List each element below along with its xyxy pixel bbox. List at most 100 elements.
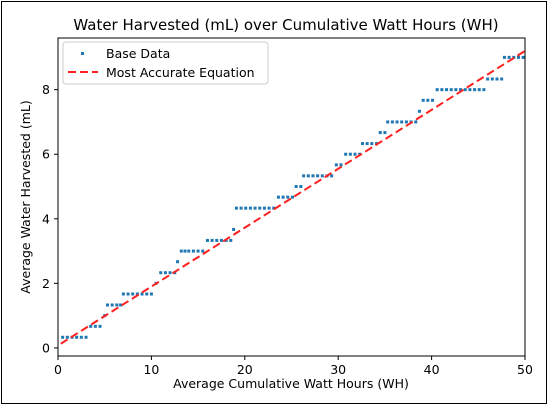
data-point-61 xyxy=(330,174,334,178)
data-point-16 xyxy=(131,292,135,296)
data-point-69 xyxy=(365,142,369,146)
data-point-14 xyxy=(121,292,125,296)
data-point-82 xyxy=(421,98,425,102)
data-point-18 xyxy=(140,292,144,296)
data-point-91 xyxy=(463,88,467,92)
data-point-76 xyxy=(395,120,399,124)
data-point-54 xyxy=(299,185,303,189)
data-point-7 xyxy=(93,324,97,328)
data-point-92 xyxy=(468,88,472,92)
data-point-88 xyxy=(449,88,453,92)
y-tick-label-4: 4 xyxy=(42,211,50,226)
data-point-36 xyxy=(219,238,223,242)
y-tick-label-0: 0 xyxy=(42,340,50,355)
data-point-87 xyxy=(445,88,449,92)
data-point-65 xyxy=(348,152,352,156)
data-point-68 xyxy=(360,142,364,146)
data-point-42 xyxy=(244,206,248,210)
x-tick-label-50: 50 xyxy=(517,362,533,377)
data-point-53 xyxy=(294,185,298,189)
data-point-83 xyxy=(426,98,430,102)
data-point-93 xyxy=(473,88,477,92)
data-point-3 xyxy=(75,335,79,339)
axes-frame xyxy=(57,37,526,357)
x-ticks: 0 10 20 30 40 50 xyxy=(54,356,533,377)
data-point-39 xyxy=(232,227,236,231)
data-point-74 xyxy=(386,120,390,124)
data-point-52 xyxy=(290,195,294,199)
data-point-81 xyxy=(417,109,421,113)
data-point-89 xyxy=(454,88,458,92)
data-point-97 xyxy=(490,77,494,81)
data-point-45 xyxy=(258,206,262,210)
data-point-27 xyxy=(179,249,183,253)
equation-line xyxy=(60,50,526,345)
data-point-51 xyxy=(286,195,290,199)
data-point-80 xyxy=(414,120,418,124)
x-tick-label-30: 30 xyxy=(330,362,346,377)
legend-marker-base-data xyxy=(81,52,84,55)
y-tick-label-8: 8 xyxy=(42,82,50,97)
data-point-31 xyxy=(196,249,200,253)
data-point-66 xyxy=(353,152,357,156)
data-point-59 xyxy=(320,174,324,178)
data-point-23 xyxy=(163,271,167,275)
data-point-26 xyxy=(176,260,180,264)
data-point-29 xyxy=(187,249,191,253)
legend-box xyxy=(62,41,269,85)
data-point-43 xyxy=(248,206,252,210)
data-point-58 xyxy=(316,174,320,178)
data-point-50 xyxy=(281,195,285,199)
data-point-4 xyxy=(79,335,83,339)
data-point-72 xyxy=(378,131,382,135)
data-point-62 xyxy=(334,163,338,167)
data-point-84 xyxy=(431,98,435,102)
data-point-96 xyxy=(486,77,490,81)
data-point-49 xyxy=(276,195,280,199)
data-point-0 xyxy=(61,335,65,339)
plot-area xyxy=(60,50,526,345)
data-point-103 xyxy=(516,55,520,59)
data-point-75 xyxy=(390,120,394,124)
legend-label-equation: Most Accurate Equation xyxy=(106,65,255,80)
data-point-73 xyxy=(383,131,387,135)
data-point-8 xyxy=(98,324,102,328)
data-point-10 xyxy=(106,303,109,307)
data-point-35 xyxy=(215,238,219,242)
data-point-20 xyxy=(149,292,153,296)
y-axis-label: Average Water Harvested (mL) xyxy=(18,100,33,293)
data-point-6 xyxy=(89,324,93,328)
chart-title: Water Harvested (mL) over Cumulative Wat… xyxy=(73,16,498,34)
y-tick-label-6: 6 xyxy=(42,147,50,162)
x-tick-label-10: 10 xyxy=(143,362,159,377)
x-tick-label-40: 40 xyxy=(424,362,440,377)
data-point-86 xyxy=(440,88,444,92)
data-point-77 xyxy=(400,120,404,124)
data-point-57 xyxy=(311,174,315,178)
data-point-40 xyxy=(234,206,238,210)
data-point-47 xyxy=(267,206,271,210)
data-point-85 xyxy=(435,88,439,92)
data-point-63 xyxy=(339,163,343,167)
data-point-56 xyxy=(306,174,310,178)
data-point-15 xyxy=(126,292,130,296)
data-point-44 xyxy=(253,206,257,210)
data-point-1 xyxy=(65,335,69,339)
legend-label-base-data: Base Data xyxy=(106,46,170,61)
y-tick-label-2: 2 xyxy=(42,276,50,291)
data-point-19 xyxy=(145,292,149,296)
data-point-11 xyxy=(110,303,114,307)
data-point-95 xyxy=(482,88,486,92)
data-point-94 xyxy=(477,88,481,92)
data-point-100 xyxy=(502,55,506,59)
data-point-34 xyxy=(210,238,214,242)
data-point-32 xyxy=(201,249,205,253)
data-point-48 xyxy=(272,206,276,210)
data-point-70 xyxy=(370,142,374,146)
data-point-101 xyxy=(507,55,511,59)
data-point-64 xyxy=(344,152,348,156)
data-point-38 xyxy=(229,238,233,242)
data-point-17 xyxy=(135,292,139,296)
